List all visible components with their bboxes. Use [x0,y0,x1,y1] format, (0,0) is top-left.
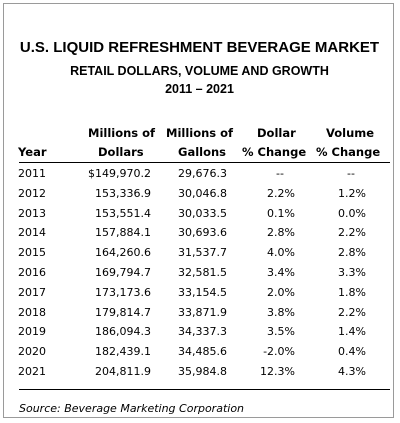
header-dollar-pct-line1: Dollar [257,126,296,140]
header-gallons-line1: Millions of [166,126,234,140]
header-year: Year [18,145,47,159]
cell-volume-pct: 1.8% [338,285,366,299]
cell-year: 2018 [18,305,46,319]
cell-year: 2019 [18,325,46,339]
cell-volume-pct: 1.2% [338,186,366,200]
header-dollars-line2: Dollars [98,145,144,159]
cell-gallons: 35,984.8 [178,364,227,378]
cell-dollar-pct: 3.4% [267,265,295,279]
cell-dollars: 182,439.1 [95,345,151,359]
cell-dollars: $149,970.2 [88,167,151,180]
cell-dollars: 204,811.9 [95,364,151,378]
cell-dollar-pct: 12.3% [260,364,295,378]
cell-dollars: 157,884.1 [95,226,151,240]
cell-dollars: 153,336.9 [95,186,151,200]
cell-year: 2014 [18,226,46,240]
cell-year: 2021 [18,364,46,378]
cell-dollars: 169,794.7 [95,265,151,279]
cell-gallons: 34,337.3 [178,325,227,339]
cell-year: 2015 [18,246,46,260]
table-frame: U.S. LIQUID REFRESHMENT BEVERAGE MARKET … [3,3,394,418]
table-subtitle: RETAIL DOLLARS, VOLUME AND GROWTH [70,64,329,78]
cell-dollars: 179,814.7 [95,305,151,319]
cell-dollars: 164,260.6 [95,246,151,260]
cell-volume-pct: 2.2% [338,305,366,319]
header-gallons-line2: Gallons [178,145,227,159]
cell-year: 2016 [18,265,46,279]
cell-dollar-pct: 4.0% [267,246,295,260]
source-note: Source: Beverage Marketing Corporation [19,402,245,415]
cell-gallons: 30,033.5 [178,206,227,220]
table-body: 2011 $149,970.2 29,676.3 -- -- 2012 153,… [4,164,395,382]
cell-volume-pct: 0.0% [338,206,366,220]
cell-year: 2012 [18,186,46,200]
table-row: 2014 157,884.1 30,693.6 2.8% 2.2% [4,223,395,243]
cell-volume-pct: 1.4% [338,325,366,339]
header-volume-pct-line1: Volume [326,126,375,140]
table-period: 2011 – 2021 [165,82,234,96]
table-row: 2016 169,794.7 32,581.5 3.4% 3.3% [4,263,395,283]
cell-year: 2011 [18,167,46,180]
table-row: 2020 182,439.1 34,485.6 -2.0% 0.4% [4,342,395,362]
header-dollars-line1: Millions of [88,126,156,140]
table-row: 2015 164,260.6 31,537.7 4.0% 2.8% [4,243,395,263]
table-row: 2018 179,814.7 33,871.9 3.8% 2.2% [4,303,395,323]
cell-gallons: 31,537.7 [178,246,227,260]
header-volume-pct-line2: % Change [316,145,381,159]
footer-rule [19,389,390,390]
cell-dollars: 153,551.4 [95,206,151,220]
header-dollar-pct-line2: % Change [242,145,307,159]
cell-year: 2017 [18,285,46,299]
cell-dollar-pct: 2.2% [267,186,295,200]
cell-volume-pct: 2.8% [338,246,366,260]
cell-volume-pct: 4.3% [338,364,366,378]
cell-dollar-pct: 2.8% [267,226,295,240]
cell-dollar-pct: -2.0% [263,345,295,359]
cell-volume-pct: 0.4% [338,345,366,359]
cell-volume-pct: 2.2% [338,226,366,240]
table-row: 2011 $149,970.2 29,676.3 -- -- [4,164,395,184]
table-row: 2013 153,551.4 30,033.5 0.1% 0.0% [4,204,395,224]
cell-dollars: 173,173.6 [95,285,151,299]
table-row: 2021 204,811.9 35,984.8 12.3% 4.3% [4,362,395,382]
header-rule [19,162,390,163]
cell-gallons: 33,154.5 [178,285,227,299]
cell-volume-pct: 3.3% [338,265,366,279]
cell-dollar-pct: 3.8% [267,305,295,319]
cell-dollars: 186,094.3 [95,325,151,339]
cell-volume-pct: -- [347,167,355,180]
cell-gallons: 34,485.6 [178,345,227,359]
cell-year: 2013 [18,206,46,220]
cell-year: 2020 [18,345,46,359]
cell-gallons: 33,871.9 [178,305,227,319]
cell-dollar-pct: 0.1% [267,206,295,220]
cell-gallons: 30,046.8 [178,186,227,200]
cell-dollar-pct: 3.5% [267,325,295,339]
table-row: 2019 186,094.3 34,337.3 3.5% 1.4% [4,322,395,342]
table-row: 2017 173,173.6 33,154.5 2.0% 1.8% [4,283,395,303]
cell-gallons: 32,581.5 [178,265,227,279]
cell-gallons: 29,676.3 [178,167,227,180]
cell-dollar-pct: 2.0% [267,285,295,299]
cell-dollar-pct: -- [276,167,284,180]
table-row: 2012 153,336.9 30,046.8 2.2% 1.2% [4,184,395,204]
cell-gallons: 30,693.6 [178,226,227,240]
table-title: U.S. LIQUID REFRESHMENT BEVERAGE MARKET [19,39,380,56]
